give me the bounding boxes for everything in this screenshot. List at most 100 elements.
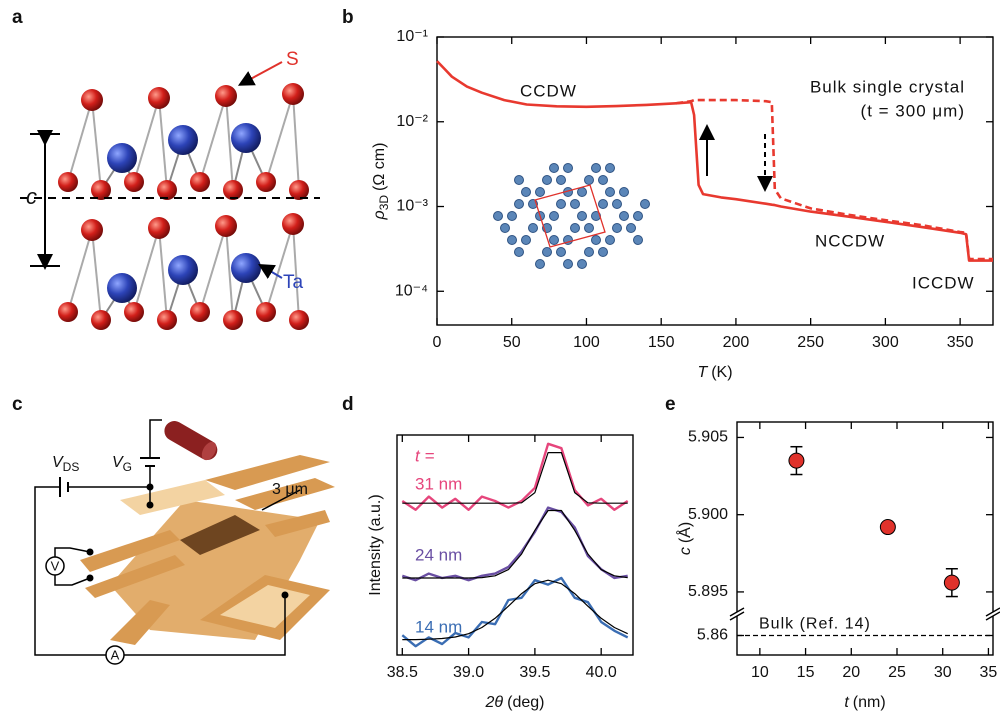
y-tick-label: 5.900 — [688, 506, 728, 523]
ta-atom — [231, 123, 261, 153]
data-point — [880, 520, 895, 535]
ta-label: Ta — [283, 272, 304, 293]
bond — [200, 96, 226, 182]
s-atom — [190, 302, 210, 322]
lattice-atom — [557, 200, 566, 209]
x-tick-label: 150 — [648, 334, 675, 351]
bond — [92, 230, 101, 320]
lattice-atom — [627, 224, 636, 233]
lattice-atom — [550, 236, 559, 245]
lattice-atom — [508, 212, 517, 221]
x-tick-label: 38.5 — [387, 664, 418, 681]
ammeter-label: A — [111, 647, 120, 662]
s-arrow — [245, 62, 282, 82]
y-tick-label: 5.86 — [697, 627, 728, 644]
bond — [200, 226, 226, 312]
axis-unit: (Å) — [675, 522, 694, 543]
x-tick-label: 10 — [751, 664, 769, 681]
scale-label: 3 μm — [272, 481, 308, 498]
s-atom — [81, 219, 103, 241]
lattice-atom — [515, 200, 524, 209]
y-tick-label: 5.895 — [688, 583, 728, 600]
s-atom — [282, 213, 304, 235]
annotation: CCDW — [520, 81, 577, 100]
lattice-atom — [571, 224, 580, 233]
axis-unit: (nm) — [853, 694, 886, 711]
lattice-atom — [620, 188, 629, 197]
ta-atom — [231, 253, 261, 283]
vg-subscript: G — [123, 460, 132, 474]
lattice-atom — [543, 176, 552, 185]
lattice-atom — [578, 212, 587, 221]
axis-symbol: c — [677, 547, 694, 555]
bond — [92, 100, 101, 190]
panel-letter: e — [665, 394, 676, 415]
axis-label: ρ3D(Ω cm) — [371, 143, 391, 221]
data-line — [402, 508, 627, 581]
lattice-atom — [536, 188, 545, 197]
lattice-atom — [550, 164, 559, 173]
axis-subscript: 3D — [377, 195, 391, 211]
axis-symbol: ρ — [371, 210, 388, 220]
ta-atom — [168, 125, 198, 155]
lattice-atom — [543, 248, 552, 257]
data-point — [944, 575, 959, 590]
lattice-atom — [550, 212, 559, 221]
ta-atom — [168, 255, 198, 285]
data-line — [402, 511, 627, 579]
lattice-atom — [578, 260, 587, 269]
x-tick-label: 100 — [573, 334, 600, 351]
lattice-atom — [536, 260, 545, 269]
panel-letter: b — [342, 7, 354, 28]
s-atom — [58, 302, 78, 322]
x-tick-label: 35 — [980, 664, 998, 681]
lattice-atom — [557, 176, 566, 185]
bond — [159, 228, 167, 320]
lattice-atom — [515, 248, 524, 257]
s-atom — [124, 302, 144, 322]
bond — [68, 230, 92, 312]
s-atom — [282, 83, 304, 105]
s-label: S — [286, 49, 299, 70]
vg-label: VG — [112, 454, 132, 474]
bond — [134, 98, 159, 182]
lattice-atom — [585, 248, 594, 257]
lattice-atom — [585, 176, 594, 185]
s-atom — [256, 302, 276, 322]
x-tick-label: 250 — [797, 334, 824, 351]
annotation: ICCDW — [912, 273, 975, 292]
s-atom — [91, 310, 111, 330]
lattice-atom — [606, 188, 615, 197]
panel-letter: c — [12, 394, 23, 415]
lattice-atom — [613, 200, 622, 209]
lattice-atom — [592, 164, 601, 173]
x-tick-label: 15 — [797, 664, 815, 681]
vds-subscript: DS — [63, 460, 80, 474]
device — [80, 417, 335, 645]
lattice-atom — [508, 236, 517, 245]
axis-symbol: t — [844, 694, 849, 711]
s-atom — [215, 215, 237, 237]
axis-symbol: T — [697, 364, 708, 381]
x-tick-label: 200 — [723, 334, 750, 351]
axis-unit: (K) — [711, 364, 732, 381]
bulk-label: Bulk (Ref. 14) — [759, 616, 871, 633]
lattice-atom — [501, 224, 510, 233]
y-tick-label: 10⁻¹ — [396, 28, 428, 45]
bond — [68, 100, 92, 182]
lattice-atom — [641, 200, 650, 209]
x-tick-label: 39.5 — [519, 664, 550, 681]
x-tick-label: 20 — [842, 664, 860, 681]
x-tick-label: 40.0 — [586, 664, 617, 681]
ionic-gate — [161, 417, 221, 463]
bond — [293, 94, 299, 190]
s-atom — [215, 85, 237, 107]
s-atom — [157, 310, 177, 330]
lattice-atom — [564, 260, 573, 269]
series-label: 24 nm — [415, 545, 462, 564]
y-tick-label: 10⁻⁴ — [395, 282, 428, 299]
lattice-inset — [494, 164, 650, 269]
s-atom — [256, 172, 276, 192]
lattice-atom — [585, 224, 594, 233]
lattice-atom — [599, 176, 608, 185]
